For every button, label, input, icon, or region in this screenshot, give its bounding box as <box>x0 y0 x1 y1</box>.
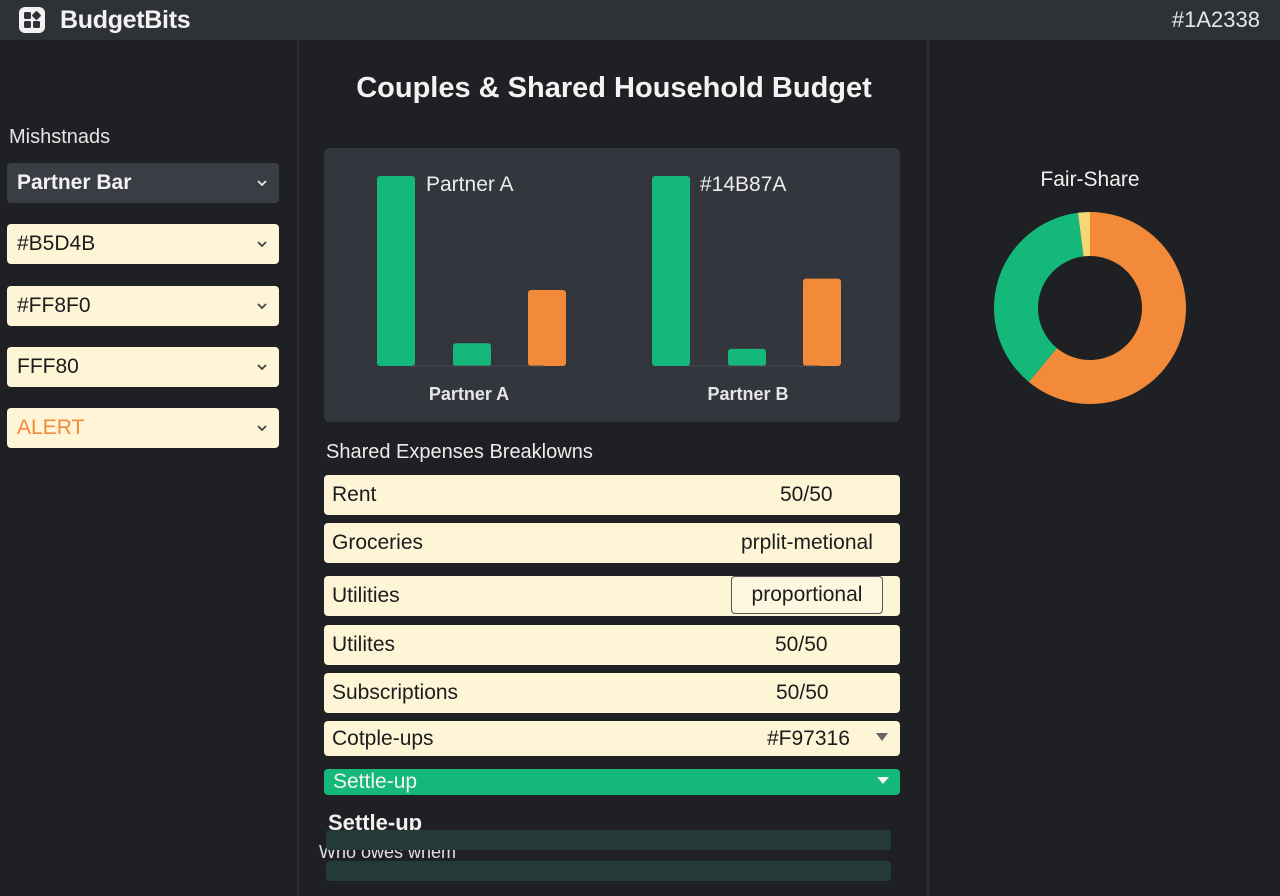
right-divider <box>927 40 929 896</box>
donut-slice-2 <box>1077 212 1090 257</box>
budgetbits-logo-icon <box>19 7 45 33</box>
dropdown-color-1[interactable]: #B5D4B <box>7 224 279 264</box>
expense-name: Utilities <box>332 584 400 607</box>
bar-a-0 <box>377 176 415 366</box>
expense-row-cotple-ups[interactable]: Cotple-ups #F97316 <box>324 721 900 756</box>
fair-share-title: Fair-Share <box>1040 168 1140 191</box>
top-bar: BudgetBits #1A2338 <box>0 0 1280 40</box>
dropdown-label: FFF80 <box>17 355 79 378</box>
expense-split: 50/50 <box>780 483 833 506</box>
bar-chart-svg: Partner A #14B87A Partner A Partner B <box>377 173 841 404</box>
settle-up-label: Settle-up <box>333 770 418 793</box>
bar-b-1 <box>728 348 766 366</box>
expense-row-groceries[interactable]: Groceries prplit-metional <box>324 523 900 563</box>
dropdown-label: ALERT <box>17 416 85 439</box>
left-divider <box>297 40 299 896</box>
owes-bar-1 <box>326 830 891 850</box>
chevron-down-icon <box>257 364 267 371</box>
app-name: BudgetBits <box>60 5 191 34</box>
top-right-label: #1A2338 <box>1171 7 1260 32</box>
chevron-down-icon <box>257 241 267 248</box>
expense-name: Rent <box>332 483 377 506</box>
expense-name: Groceries <box>332 531 424 554</box>
bar-a-1 <box>453 343 491 366</box>
split-select[interactable]: proportional <box>731 576 883 614</box>
fair-share-donut-chart <box>994 212 1186 404</box>
dropdown-color-3[interactable]: FFF80 <box>7 347 279 387</box>
chevron-down-icon <box>257 425 267 432</box>
expense-row-utilites[interactable]: Utilites 50/50 <box>324 625 900 665</box>
expense-name: Subscriptions <box>332 681 459 704</box>
category-label-b: Partner B <box>707 384 788 404</box>
dropdown-label: #B5D4B <box>17 232 96 255</box>
expense-split: #F97316 <box>767 726 850 750</box>
bar-a-2 <box>528 290 566 366</box>
expense-row-subscriptions[interactable]: Subscriptions 50/50 <box>324 673 900 713</box>
chevron-down-icon <box>257 180 267 187</box>
expense-row-rent[interactable]: Rent 50/50 <box>324 475 900 515</box>
bar-b-2 <box>803 278 841 366</box>
expense-split: 50/50 <box>776 681 829 704</box>
expense-split: prplit-metional <box>741 531 873 554</box>
expenses-section-label: Shared Expenses Breaklowns <box>326 441 593 463</box>
dropdown-label: Partner Bar <box>17 171 132 194</box>
dropdown-alert[interactable]: ALERT <box>7 408 279 448</box>
owes-bar-2 <box>326 861 891 881</box>
sidebar-title: Mishstnads <box>9 126 111 148</box>
dropdown-color-2[interactable]: #FF8F0 <box>7 286 279 326</box>
group-header-a: Partner A <box>426 173 514 196</box>
category-label-a: Partner A <box>429 384 509 404</box>
page-title: Couples & Shared Household Budget <box>356 72 872 104</box>
chevron-down-icon <box>257 303 267 310</box>
donut-slice-0 <box>1028 212 1186 404</box>
expense-row-utilities[interactable]: Utilities proportional <box>324 576 900 616</box>
bar-b-0 <box>652 176 690 366</box>
dropdown-partner-bar[interactable]: Partner Bar <box>7 163 279 203</box>
settle-up-dropdown[interactable]: Settle-up <box>324 769 900 795</box>
group-header-b: #14B87A <box>700 173 786 196</box>
expense-split: 50/50 <box>775 633 828 656</box>
expense-name: Utilites <box>332 633 396 656</box>
dropdown-arrow-icon <box>877 777 889 784</box>
dropdown-label: #FF8F0 <box>17 294 91 317</box>
donut-slice-1 <box>994 212 1084 382</box>
expense-name: Cotple-ups <box>332 726 434 750</box>
dropdown-arrow-icon <box>876 733 888 741</box>
partner-bar-chart: Partner A #14B87A Partner A Partner B <box>324 148 900 422</box>
